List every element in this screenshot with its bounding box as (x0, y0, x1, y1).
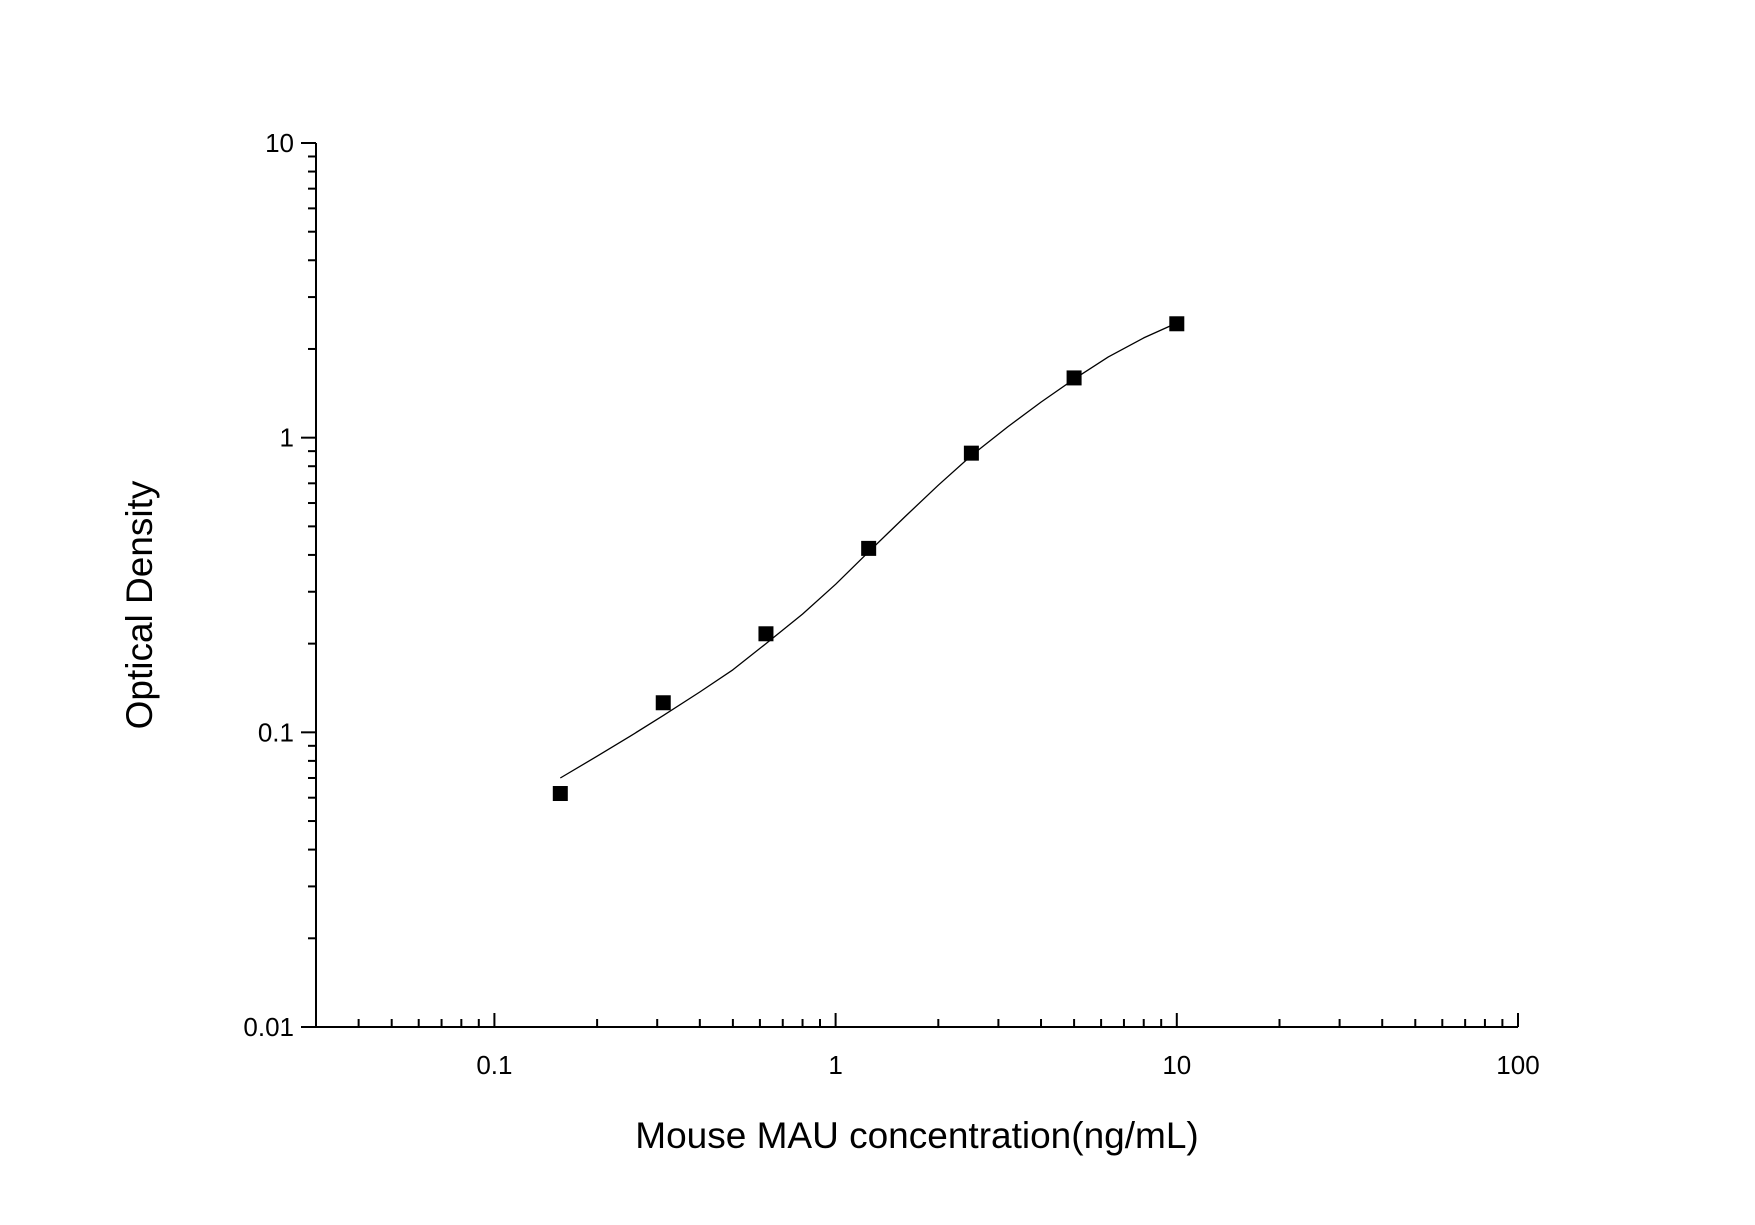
y-tick-label: 1 (280, 423, 294, 453)
y-axis-title: Optical Density (119, 480, 160, 729)
axes: 0.1 1 10 100 0.01 0.1 1 10 (243, 128, 1539, 1080)
data-point (758, 626, 774, 642)
data-point (861, 540, 877, 556)
data-point (552, 786, 568, 802)
y-tick-label: 0.1 (258, 717, 294, 747)
data-points-layer (552, 316, 1185, 802)
y-tick-label: 0.01 (243, 1012, 294, 1042)
data-point (655, 695, 671, 711)
data-point (963, 445, 979, 461)
x-tick-label: 0.1 (476, 1050, 512, 1080)
y-tick-label: 10 (265, 128, 294, 158)
x-tick-label: 10 (1162, 1050, 1191, 1080)
data-point (1169, 316, 1185, 332)
x-tick-label: 1 (828, 1050, 842, 1080)
data-point (1066, 370, 1082, 386)
x-tick-label: 100 (1496, 1050, 1539, 1080)
x-axis-title: Mouse MAU concentration(ng/mL) (635, 1115, 1198, 1156)
